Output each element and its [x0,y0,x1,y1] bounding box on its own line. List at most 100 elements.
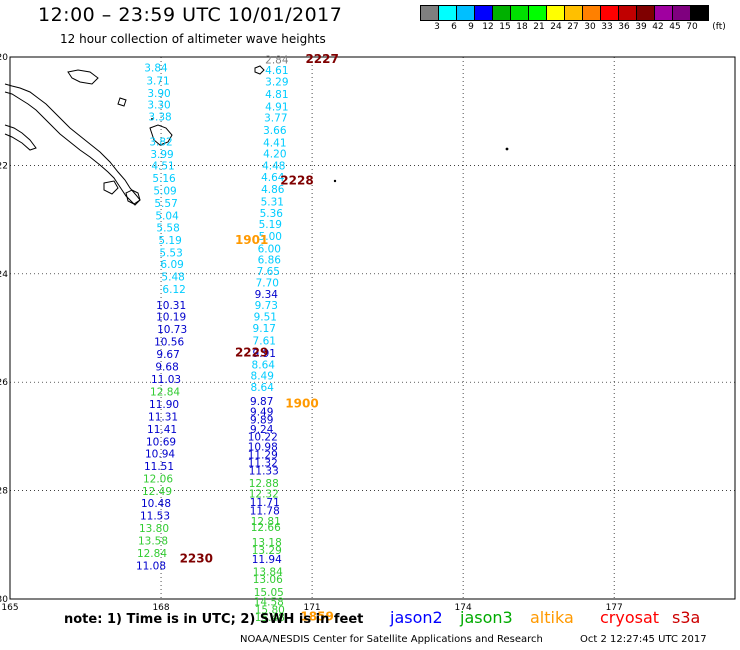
lifou-island [149,124,173,146]
latitude-label: -20 [0,53,8,63]
wave-height-value: 3.90 [147,88,170,100]
wave-height-value: 6.09 [160,259,183,271]
credit-date: Oct 2 12:27:45 UTC 2017 [580,634,707,645]
map-grid: -20 -22 -24 -26 -28 -30165 168 171 174 177 [0,53,736,613]
islet-small [151,118,153,120]
color-scale-bar [420,5,709,21]
wave-height-value: 11.51 [144,461,174,473]
wave-height-value: 11.78 [250,506,280,518]
wave-height-value: 3.29 [265,76,288,88]
wave-height-value: 5.04 [155,210,179,222]
loyalty-island-west [4,124,37,151]
wave-height-value: 13.80 [139,523,169,535]
legend-item-altika: altika [530,608,574,627]
wave-height-value: 5.31 [261,197,284,209]
color-scale-label: 30 [584,22,596,32]
wave-height-value: 11.71 [250,497,280,509]
color-scale-label: 33 [601,22,613,32]
wave-height-value: 4.51 [151,160,174,172]
wave-height-value: 4.64 [261,172,285,184]
legend-item-cryosat: cryosat [600,608,660,627]
wave-height-value: 10.94 [145,449,175,461]
color-scale-label: 45 [669,22,681,32]
wave-height-value: 3.82 [149,137,172,149]
wave-height-value: 10.56 [154,337,184,349]
wave-height-value: 9.67 [156,349,179,361]
longitude-label: 168 [152,603,169,613]
wave-height-value: 15.48 [255,612,285,624]
longitude-label: 174 [455,603,472,613]
wave-height-value: 9.87 [250,396,273,408]
longitude-label: 177 [606,603,623,613]
footer-note: note: 1) Time is in UTC; 2) SWH is in fe… [64,612,364,627]
wave-height-value: 5.58 [156,223,179,235]
wave-height-value: 9.24 [250,424,274,436]
wave-height-value: 11.53 [140,511,170,523]
wave-height-value: 4.86 [261,184,285,196]
wave-height-value: 10.31 [156,300,186,312]
track-time-label: 2228 [280,173,313,187]
wave-height-value: 5.48 [161,272,184,284]
wave-height-value: 3.84 [144,62,168,74]
wave-height-value: 9.17 [253,323,276,335]
legend-item-s3a: s3a [672,608,701,627]
wave-height-value: 9.89 [250,415,273,427]
color-scale-label: 18 [516,22,528,32]
walpole-island [254,65,265,75]
wave-height-value: 9.49 [250,406,273,418]
coastline [4,65,509,206]
wave-height-value: 11.08 [136,560,166,572]
track-time-labels: 2227 2228 1901 2229 1900 2230 1859 [180,52,339,623]
track-time-label: 1901 [235,233,268,247]
wave-height-readings: 2.844.613.294.814.913.773.664.414.204.48… [136,55,289,624]
track-time-label: 1859 [300,609,333,623]
wave-height-value: 8.64 [252,359,276,371]
wave-height-value: 4.61 [265,65,288,77]
wave-height-value: 12.66 [251,522,281,534]
wave-height-value: 7.70 [256,277,279,289]
wave-height-value: 6.12 [162,284,185,296]
color-scale-label: 3 [434,22,440,32]
wave-height-value: 7.61 [253,335,276,347]
wave-height-value: 11.32 [248,457,278,469]
wave-height-value: 13.58 [138,535,168,547]
track-time-label: 1900 [285,396,318,410]
wave-height-value: 5.19 [158,235,181,247]
isle-of-pines [125,189,141,205]
map-frame [9,56,736,600]
wave-height-value: 11.94 [252,554,282,566]
wave-height-value: 5.53 [159,248,182,260]
wave-height-value: 10.73 [157,324,187,336]
latitude-label: -22 [0,161,8,171]
page-title: 12:00 – 23:59 UTC 10/01/2017 [38,4,343,26]
wave-height-value: 4.91 [265,101,288,113]
track-time-label: 2230 [180,551,213,565]
wave-height-value: 4.20 [263,148,286,160]
wave-height-value: 10.48 [141,498,171,510]
legend-item-jason3: jason3 [460,608,513,627]
color-scale-unit: (ft) [712,22,726,32]
wave-height-value: 5.36 [260,208,284,220]
legend-item-jason2: jason2 [390,608,443,627]
wave-height-value: 10.19 [156,312,186,324]
ouvea-island [117,97,127,107]
wave-height-value: 15.80 [255,604,285,616]
wave-height-value: 5.16 [152,173,176,185]
latitude-label: -24 [0,270,8,280]
wave-height-value: 12.88 [249,478,279,490]
wave-height-value: 6.86 [258,255,282,267]
wave-height-value: 12.84 [150,386,180,398]
color-scale-label: 12 [482,22,494,32]
color-scale-label: 42 [652,22,664,32]
loyalty-island-north [67,69,99,85]
wave-height-value: 4.48 [262,160,285,172]
wave-height-value: 5.00 [259,231,282,243]
wave-height-value: 9.34 [255,289,279,301]
latitude-label: -26 [0,378,8,388]
wave-height-value: 10.98 [248,442,278,454]
wave-height-value: 3.99 [150,149,173,161]
wave-height-value: 5.19 [259,219,282,231]
wave-height-value: 3.38 [148,112,171,124]
color-scale-label: 24 [550,22,562,32]
